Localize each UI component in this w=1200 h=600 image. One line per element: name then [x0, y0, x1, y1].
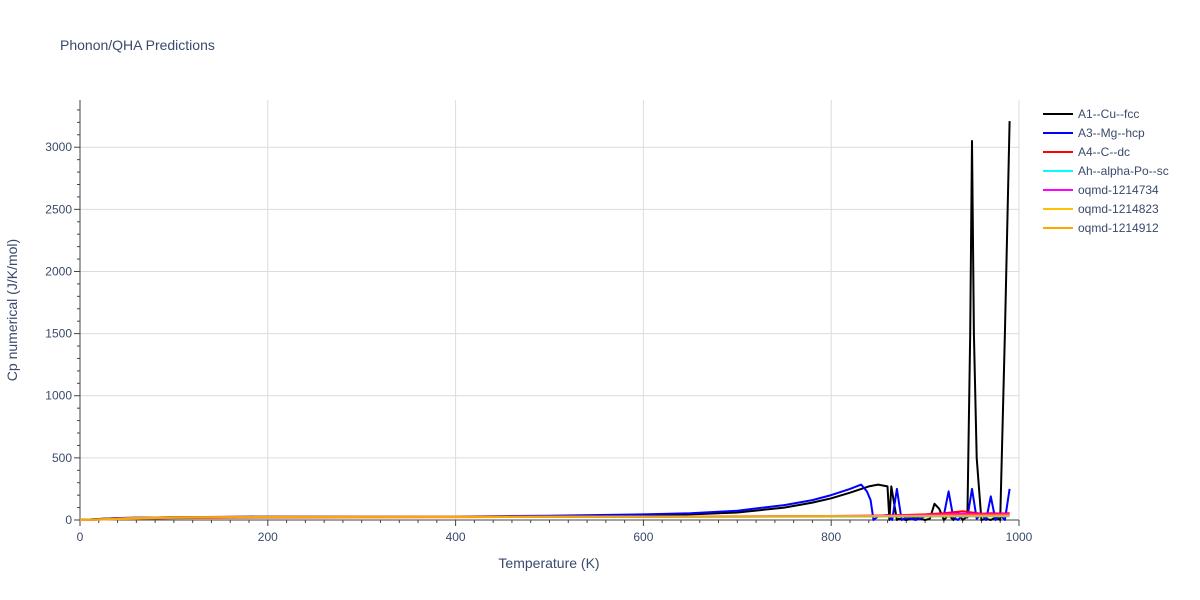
legend-item[interactable]: oqmd-1214734 [1043, 183, 1159, 197]
legend-label: A4--C--dc [1078, 145, 1130, 159]
y-tick-label: 1000 [45, 389, 72, 403]
x-tick-label: 600 [633, 530, 653, 544]
axes: 0 200 400 600 800 1000 0 500 1000 1500 2000 2500 300… [45, 100, 1033, 544]
x-tick-label: 1000 [1006, 530, 1033, 544]
x-axis-title: Temperature (K) [498, 555, 599, 571]
chart-title: Phonon/QHA Predictions [60, 37, 215, 53]
x-tick-label: 800 [821, 530, 841, 544]
plot-area [79, 121, 1011, 521]
legend-label: oqmd-1214823 [1078, 202, 1159, 216]
series-line-1[interactable] [79, 121, 1011, 521]
legend-item[interactable]: A4--C--dc [1043, 145, 1130, 159]
legend-item[interactable]: oqmd-1214912 [1043, 221, 1159, 235]
legend[interactable]: A1--Cu--fcc A3--Mg--hcp A4--C--dc Ah--alpha… [1043, 107, 1169, 235]
y-tick-label: 2500 [45, 202, 72, 216]
legend-item[interactable]: oqmd-1214823 [1043, 202, 1159, 216]
legend-label: Ah--alpha-Po--sc [1078, 164, 1169, 178]
y-tick-label: 3000 [45, 140, 72, 154]
x-tick-label: 200 [258, 530, 278, 544]
x-tick-label: 0 [77, 530, 84, 544]
y-tick-label: 2000 [45, 264, 72, 278]
legend-item[interactable]: A1--Cu--fcc [1043, 107, 1139, 121]
legend-label: A3--Mg--hcp [1078, 126, 1145, 140]
series-line-7[interactable] [79, 514, 1010, 521]
legend-label: oqmd-1214912 [1078, 221, 1159, 235]
x-tick-label: 400 [446, 530, 466, 544]
y-tick-label: 0 [65, 513, 72, 527]
legend-label: oqmd-1214734 [1078, 183, 1159, 197]
y-axis-title: Cp numerical (J/K/mol) [4, 239, 20, 381]
legend-label: A1--Cu--fcc [1078, 107, 1139, 121]
y-tick-label: 500 [52, 451, 72, 465]
grid [80, 100, 1020, 520]
legend-item[interactable]: Ah--alpha-Po--sc [1043, 164, 1169, 178]
legend-item[interactable]: A3--Mg--hcp [1043, 126, 1145, 140]
y-tick-label: 1500 [45, 327, 72, 341]
